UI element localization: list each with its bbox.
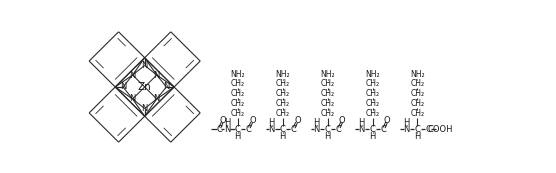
- Text: CH₂: CH₂: [231, 110, 245, 119]
- Text: CH₂: CH₂: [276, 99, 290, 108]
- Text: O: O: [339, 116, 346, 125]
- Text: H: H: [235, 132, 241, 141]
- Text: N: N: [404, 125, 410, 134]
- Text: H: H: [224, 118, 230, 127]
- Text: NH₂: NH₂: [320, 70, 335, 79]
- Text: C: C: [380, 125, 386, 134]
- Text: H: H: [269, 118, 275, 127]
- Text: C: C: [291, 125, 296, 134]
- Text: N: N: [269, 125, 275, 134]
- Text: C: C: [425, 125, 431, 134]
- Text: C: C: [415, 125, 420, 134]
- Text: CH₂: CH₂: [231, 79, 245, 88]
- Text: N: N: [153, 71, 160, 80]
- Text: N: N: [141, 104, 148, 113]
- Text: CH₂: CH₂: [410, 79, 425, 88]
- Text: H: H: [314, 118, 320, 127]
- Text: H: H: [414, 132, 421, 141]
- Text: O: O: [294, 116, 301, 125]
- Text: C: C: [216, 125, 222, 134]
- Text: H: H: [404, 118, 410, 127]
- Text: CH₂: CH₂: [231, 99, 245, 108]
- Text: CH₂: CH₂: [320, 79, 335, 88]
- Text: H: H: [324, 132, 331, 141]
- Text: H: H: [280, 132, 286, 141]
- Text: N: N: [224, 125, 230, 134]
- Text: CH₂: CH₂: [410, 89, 425, 98]
- Text: N: N: [163, 83, 170, 92]
- Text: CH₂: CH₂: [365, 110, 380, 119]
- Text: CH₂: CH₂: [276, 79, 290, 88]
- Text: C: C: [370, 125, 375, 134]
- Text: CH₂: CH₂: [231, 89, 245, 98]
- Text: H: H: [359, 118, 365, 127]
- Text: NH₂: NH₂: [275, 70, 290, 79]
- Text: CH₂: CH₂: [320, 99, 335, 108]
- Text: CH₂: CH₂: [410, 99, 425, 108]
- Text: C: C: [246, 125, 251, 134]
- Text: N: N: [359, 125, 365, 134]
- Text: CH₂: CH₂: [320, 110, 335, 119]
- Text: CH₂: CH₂: [365, 79, 380, 88]
- Text: CH₂: CH₂: [276, 89, 290, 98]
- Text: CH₂: CH₂: [276, 110, 290, 119]
- Text: N: N: [130, 71, 136, 80]
- Text: NH₂: NH₂: [410, 70, 425, 79]
- Text: N: N: [141, 61, 148, 70]
- Text: C: C: [235, 125, 241, 134]
- Text: N: N: [130, 94, 136, 103]
- Text: O: O: [249, 116, 256, 125]
- Text: CH₂: CH₂: [365, 99, 380, 108]
- Text: CH₂: CH₂: [410, 110, 425, 119]
- Text: Zn: Zn: [138, 82, 152, 92]
- Text: N: N: [120, 83, 126, 92]
- Text: N: N: [314, 125, 320, 134]
- Text: H: H: [369, 132, 376, 141]
- Text: CH₂: CH₂: [365, 89, 380, 98]
- Text: CH₂: CH₂: [320, 89, 335, 98]
- Text: C: C: [335, 125, 341, 134]
- Text: O: O: [384, 116, 390, 125]
- Text: C: C: [325, 125, 330, 134]
- Text: NH₂: NH₂: [230, 70, 245, 79]
- Text: O: O: [220, 116, 226, 125]
- Text: NH₂: NH₂: [365, 70, 380, 79]
- Text: N: N: [153, 94, 160, 103]
- Text: COOH: COOH: [428, 125, 454, 134]
- Text: C: C: [280, 125, 286, 134]
